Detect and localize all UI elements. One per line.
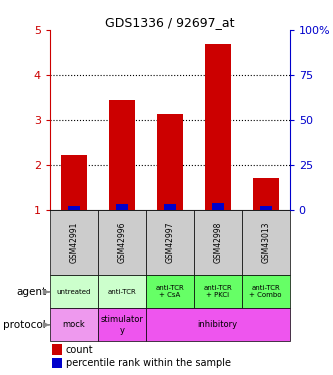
Text: GSM42998: GSM42998 <box>213 222 222 263</box>
Text: protocol: protocol <box>3 320 46 330</box>
Text: GSM43013: GSM43013 <box>261 222 270 263</box>
Bar <box>194 276 242 308</box>
Bar <box>204 44 231 210</box>
Bar <box>146 210 194 276</box>
Bar <box>194 210 242 276</box>
Text: agent: agent <box>16 287 46 297</box>
Bar <box>146 276 194 308</box>
Bar <box>50 308 98 341</box>
Bar <box>98 276 146 308</box>
Bar <box>260 206 272 210</box>
Text: mock: mock <box>63 320 85 329</box>
Bar <box>61 155 87 210</box>
Bar <box>116 204 128 210</box>
Text: count: count <box>66 345 93 354</box>
Bar <box>52 344 62 355</box>
Text: percentile rank within the sample: percentile rank within the sample <box>66 358 230 368</box>
Text: anti-TCR: anti-TCR <box>108 289 136 295</box>
Text: anti-TCR
+ Combo: anti-TCR + Combo <box>249 285 282 298</box>
Text: GSM42991: GSM42991 <box>69 222 79 263</box>
Bar <box>146 308 290 341</box>
Bar <box>50 276 98 308</box>
Text: inhibitory: inhibitory <box>198 320 238 329</box>
Bar <box>212 203 224 210</box>
Bar <box>252 178 279 210</box>
Title: GDS1336 / 92697_at: GDS1336 / 92697_at <box>105 16 234 29</box>
Bar <box>98 210 146 276</box>
Text: anti-TCR
+ PKCi: anti-TCR + PKCi <box>203 285 232 298</box>
Bar <box>164 204 176 210</box>
Bar <box>98 308 146 341</box>
Bar <box>242 210 290 276</box>
Bar <box>52 358 62 368</box>
Text: GSM42997: GSM42997 <box>165 222 174 263</box>
Bar <box>242 276 290 308</box>
Text: untreated: untreated <box>57 289 91 295</box>
Text: stimulator
y: stimulator y <box>101 315 143 334</box>
Bar <box>157 114 183 210</box>
Bar <box>109 100 135 210</box>
Bar <box>68 206 80 210</box>
Text: GSM42996: GSM42996 <box>117 222 127 263</box>
Text: anti-TCR
+ CsA: anti-TCR + CsA <box>156 285 184 298</box>
Bar <box>50 210 98 276</box>
